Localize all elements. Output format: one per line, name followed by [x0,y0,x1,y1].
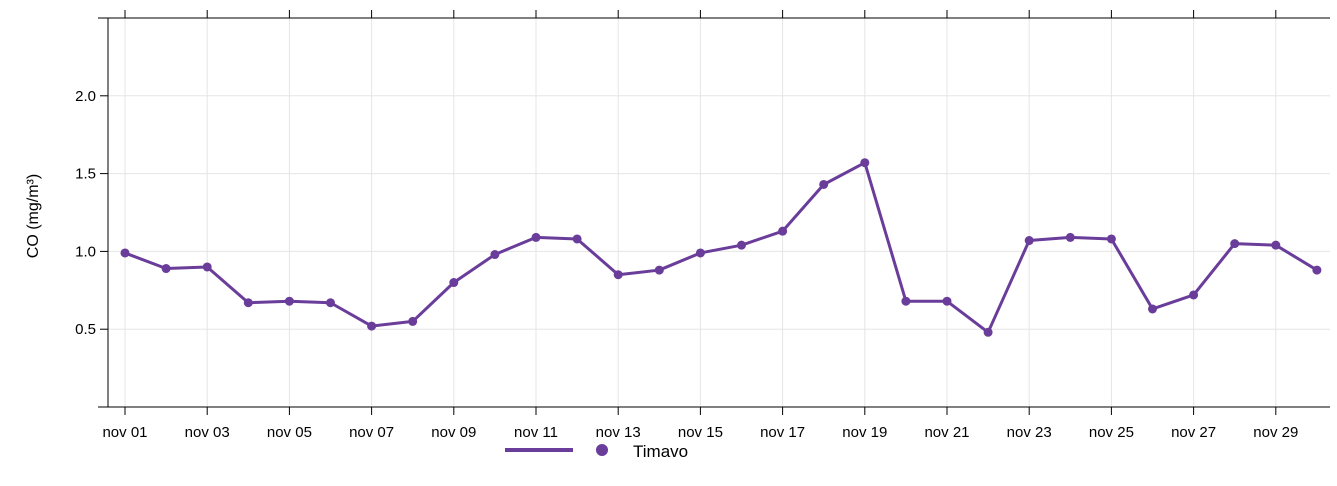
data-point [1106,234,1116,244]
series-layer [120,158,1322,337]
x-tick-label: nov 21 [924,424,969,441]
data-point [819,179,829,189]
x-tick-label: nov 23 [1007,424,1052,441]
data-point [490,250,500,260]
x-tick-label: nov 09 [431,424,476,441]
legend-label: Timavo [633,442,688,461]
data-point [695,248,705,258]
data-point [1189,290,1199,300]
data-point [284,296,294,306]
data-point [449,278,459,288]
axes: 0.5 1.0 1.5 2.0 nov 01 nov 03 nov 05 nov 07 nov … [75,10,1330,441]
y-tick-label: 1.0 [75,243,96,260]
data-point [654,265,664,275]
data-point [572,234,582,244]
x-tick-label: nov 03 [185,424,230,441]
data-point [1230,239,1240,249]
data-point [243,298,253,308]
x-tick-label: nov 05 [267,424,312,441]
y-tick-label: 2.0 [75,88,96,105]
x-tick-label: nov 13 [596,424,641,441]
data-point [408,316,418,326]
x-tick-label: nov 19 [842,424,887,441]
data-point [860,158,870,168]
x-tick-label: nov 07 [349,424,394,441]
x-tick-label: nov 17 [760,424,805,441]
data-point [942,296,952,306]
y-tick-label: 0.5 [75,321,96,338]
x-tick-label: nov 25 [1089,424,1134,441]
y-tick-label: 1.5 [75,166,96,183]
data-point [531,232,541,242]
data-point [202,262,212,272]
data-point [1271,240,1281,250]
data-point [901,296,911,306]
data-point [1065,232,1075,242]
data-point [1024,236,1034,246]
data-point [161,264,171,274]
x-tick-label: nov 11 [514,424,558,441]
data-point [326,298,335,308]
x-tick-label: nov 29 [1253,424,1298,441]
legend-point-swatch [596,444,608,456]
x-tick-label: nov 15 [678,424,723,441]
data-point [613,270,623,280]
data-point [120,248,130,258]
x-tick-label: nov 01 [102,424,147,441]
data-point [778,226,788,236]
data-point [983,327,993,337]
data-point [737,240,746,250]
y-axis-title: CO (mg/m³) [25,174,42,258]
data-point [367,321,377,331]
x-tick-label: nov 27 [1171,424,1216,441]
legend: Timavo [505,442,688,461]
series-line [124,161,1318,334]
data-point [1312,265,1322,275]
data-point [1148,304,1157,314]
grid-lines [108,18,1330,407]
